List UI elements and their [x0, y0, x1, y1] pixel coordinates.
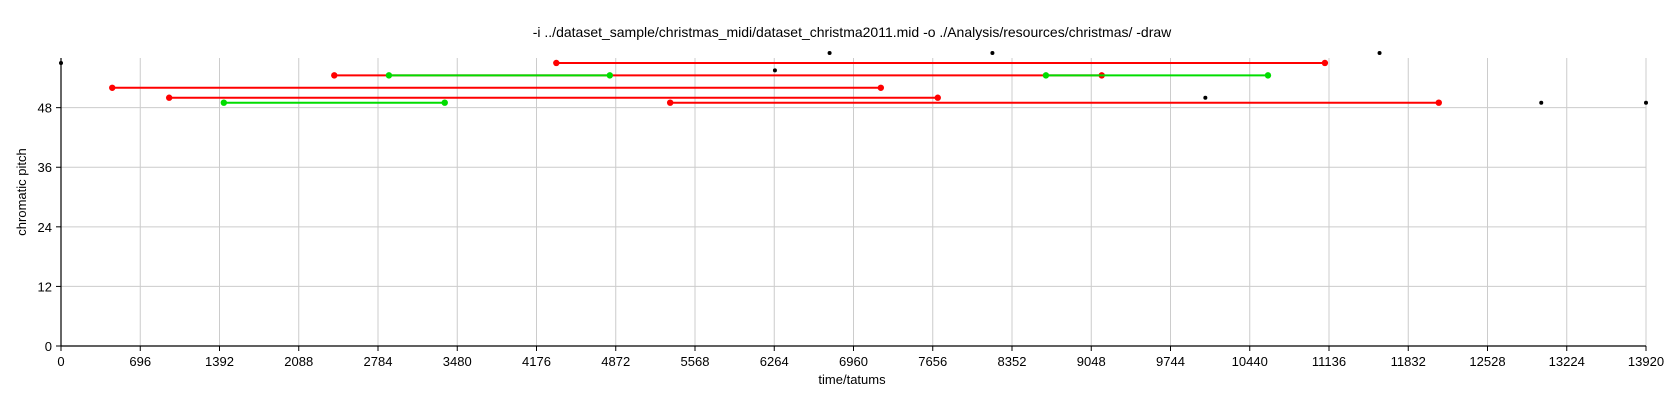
x-axis-label: time/tatums: [818, 372, 886, 387]
x-tick-label: 10440: [1232, 354, 1268, 369]
x-tick-label: 6264: [760, 354, 789, 369]
x-tick-label: 4872: [601, 354, 630, 369]
note-end-point: [441, 99, 448, 106]
note-start-point: [553, 59, 560, 67]
x-tick-label: 6960: [839, 354, 868, 369]
x-tick-label: 696: [129, 354, 151, 369]
note-end-point: [877, 84, 885, 91]
note-start-point: [666, 99, 674, 106]
y-tick-label: 24: [38, 220, 52, 235]
x-tick-label: 2088: [284, 354, 313, 369]
note-start-point: [385, 72, 393, 79]
x-tick-label: 8352: [998, 354, 1027, 369]
x-tick-label: 13224: [1549, 354, 1585, 369]
note-end-point: [934, 94, 941, 101]
x-tick-label: 9744: [1156, 354, 1185, 369]
note-point: [1644, 100, 1648, 105]
note-point: [772, 68, 777, 73]
marks: [59, 51, 1648, 106]
x-tick-label: 2784: [364, 354, 393, 369]
y-axis-label: chromatic pitch: [14, 148, 29, 235]
y-tick-label: 0: [45, 339, 52, 354]
note-start-point: [220, 99, 228, 106]
note-point: [990, 51, 995, 56]
x-tick-label: 11832: [1391, 354, 1426, 369]
x-tick-label: 11136: [1312, 354, 1346, 369]
axes: 0 696 1392 2088 2784 3480 4176 4872 5568 6264 6960…: [38, 58, 1664, 369]
x-tick-label: 7656: [918, 354, 947, 369]
chart-title: -i ../dataset_sample/christmas_midi/data…: [533, 24, 1172, 40]
note-end-point: [606, 72, 614, 79]
x-tick-label: 1392: [205, 354, 234, 369]
x-tick-label: 4176: [522, 354, 551, 369]
note-end-point: [1435, 99, 1442, 106]
y-tick-label: 36: [38, 160, 52, 175]
x-tick-label: 9048: [1077, 354, 1106, 369]
x-tick-label: 3480: [443, 354, 472, 369]
x-tick-label: 0: [57, 354, 64, 369]
y-tick-label: 12: [38, 279, 52, 294]
note-point: [1377, 51, 1382, 56]
x-tick-label: 5568: [681, 354, 710, 369]
note-start-point: [1042, 72, 1050, 79]
note-end-point: [1321, 59, 1329, 67]
note-start-point: [165, 94, 173, 101]
x-tick-label: 13920: [1628, 354, 1664, 369]
note-point: [59, 60, 63, 65]
y-tick-label: 48: [38, 101, 52, 116]
x-tick-label: 12528: [1469, 354, 1505, 369]
note-end-point: [1264, 72, 1272, 79]
grid: [61, 58, 1647, 346]
note-point: [827, 51, 832, 56]
note-point: [1539, 100, 1544, 105]
note-point: [1203, 95, 1208, 100]
note-start-point: [109, 84, 116, 91]
note-start-point: [331, 72, 338, 79]
